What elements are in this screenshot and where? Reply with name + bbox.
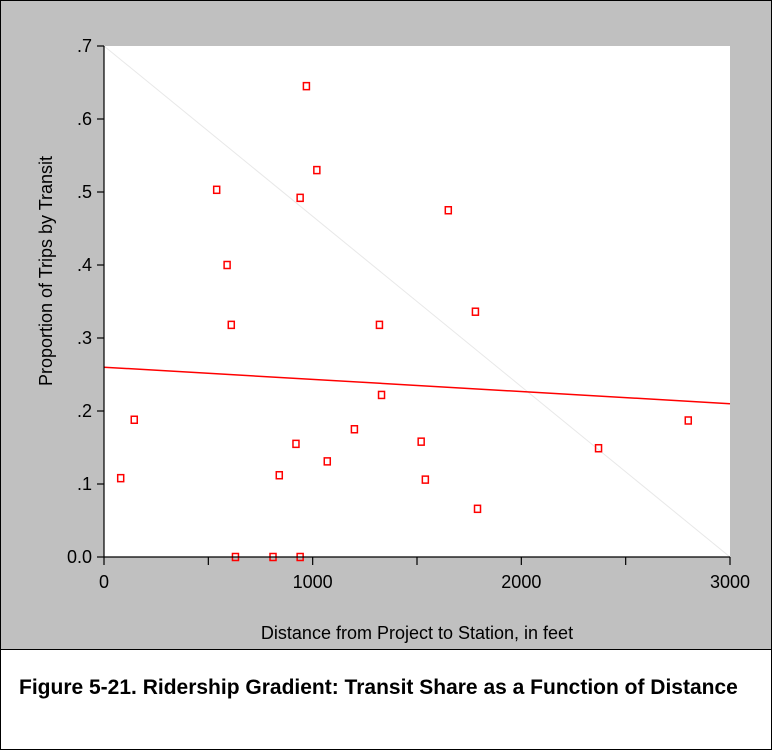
x-ticks: 0 1000 2000 3000 — [99, 557, 750, 592]
plot-panel: 0.0 .1 .2 .3 .4 .5 .6 .7 0 1000 2000 3000 Distance… — [1, 1, 771, 650]
y-tick-label: .6 — [77, 109, 92, 129]
data-point — [377, 390, 386, 400]
data-point — [302, 81, 311, 91]
figure-caption: Figure 5-21. Ridership Gradient: Transit… — [19, 676, 738, 699]
data-point — [130, 415, 139, 425]
x-tick-label: 2000 — [501, 572, 541, 592]
data-point — [417, 437, 425, 446]
y-tick-label: .2 — [77, 401, 92, 421]
data-point — [684, 416, 693, 425]
y-tick-label: .4 — [77, 255, 92, 275]
diagonal-line — [103, 45, 731, 558]
data-point — [323, 457, 332, 466]
data-point — [594, 443, 603, 453]
y-axis-label: Proportion of Trips by Transit — [36, 156, 56, 386]
x-tick-label: 0 — [99, 572, 109, 592]
x-tick-label: 3000 — [710, 572, 750, 592]
data-point — [444, 206, 453, 215]
y-tick-label: .7 — [77, 36, 92, 56]
x-tick-label: 1000 — [293, 572, 333, 592]
x-axis-label: Distance from Project to Station, in fee… — [261, 623, 573, 643]
data-point — [375, 320, 384, 330]
data-point — [275, 470, 284, 480]
data-point — [223, 260, 231, 270]
data-point — [313, 165, 321, 175]
scatter-chart: 0.0 .1 .2 .3 .4 .5 .6 .7 0 1000 2000 3000 Distance… — [36, 36, 750, 643]
fit-line — [103, 366, 731, 405]
y-tick-label: 0.0 — [67, 547, 92, 567]
y-tick-label: .5 — [77, 182, 92, 202]
y-tick-label: .3 — [77, 328, 92, 348]
y-ticks: 0.0 .1 .2 .3 .4 .5 .6 .7 — [67, 36, 104, 567]
data-point — [212, 185, 221, 195]
data-point — [471, 307, 480, 316]
data-point — [473, 504, 482, 514]
data-point — [116, 473, 125, 483]
data-point — [292, 439, 300, 449]
data-point — [421, 475, 430, 484]
data-point — [296, 193, 304, 203]
y-tick-label: .1 — [77, 474, 92, 494]
data-point — [350, 425, 359, 434]
data-point — [227, 320, 236, 330]
